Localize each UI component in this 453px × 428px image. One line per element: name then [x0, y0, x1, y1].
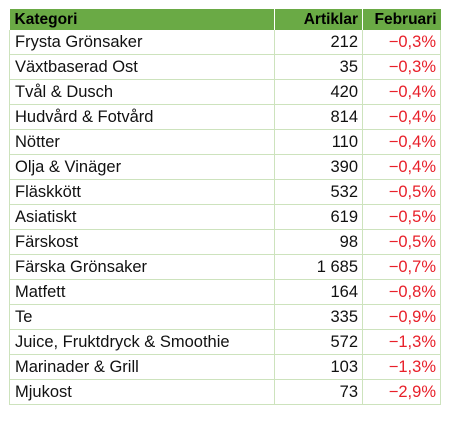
february-cell[interactable]: −0,4%	[362, 154, 441, 180]
table-row: Växtbaserad Ost 35 −0,3%	[9, 54, 441, 80]
category-cell[interactable]: Matfett	[9, 279, 275, 305]
february-cell[interactable]: −2,9%	[362, 379, 441, 405]
articles-cell[interactable]: 1 685	[274, 254, 363, 280]
articles-cell[interactable]: 98	[274, 229, 363, 255]
category-cell[interactable]: Färskost	[9, 229, 275, 255]
category-cell[interactable]: Tvål & Dusch	[9, 79, 275, 105]
table-row: Frysta Grönsaker 212 −0,3%	[9, 30, 441, 55]
february-cell[interactable]: −0,7%	[362, 254, 441, 280]
february-cell[interactable]: −0,5%	[362, 204, 441, 230]
table-row: Fläskkött 532 −0,5%	[9, 179, 441, 205]
articles-cell[interactable]: 110	[274, 129, 363, 155]
table-row: Nötter 110 −0,4%	[9, 129, 441, 155]
category-cell[interactable]: Växtbaserad Ost	[9, 54, 275, 80]
february-cell[interactable]: −0,4%	[362, 79, 441, 105]
category-cell[interactable]: Hudvård & Fotvård	[9, 104, 275, 130]
articles-cell[interactable]: 390	[274, 154, 363, 180]
february-cell[interactable]: −0,5%	[362, 179, 441, 205]
articles-cell[interactable]: 35	[274, 54, 363, 80]
category-cell[interactable]: Nötter	[9, 129, 275, 155]
table-row: Juice, Fruktdryck & Smoothie 572 −1,3%	[9, 329, 441, 355]
header-row: Kategori Artiklar Februari	[9, 9, 441, 30]
february-cell[interactable]: −0,5%	[362, 229, 441, 255]
category-cell[interactable]: Olja & Vinäger	[9, 154, 275, 180]
articles-cell[interactable]: 532	[274, 179, 363, 205]
table-row: Färskost 98 −0,5%	[9, 229, 441, 255]
table-row: Tvål & Dusch 420 −0,4%	[9, 79, 441, 105]
table-row: Asiatiskt 619 −0,5%	[9, 204, 441, 230]
header-articles[interactable]: Artiklar	[274, 9, 363, 30]
articles-cell[interactable]: 164	[274, 279, 363, 305]
articles-cell[interactable]: 103	[274, 354, 363, 380]
header-category[interactable]: Kategori	[9, 9, 275, 30]
table-row: Marinader & Grill 103 −1,3%	[9, 354, 441, 380]
february-cell[interactable]: −1,3%	[362, 329, 441, 355]
table-row: Olja & Vinäger 390 −0,4%	[9, 154, 441, 180]
february-cell[interactable]: −1,3%	[362, 354, 441, 380]
articles-cell[interactable]: 420	[274, 79, 363, 105]
february-cell[interactable]: −0,3%	[362, 30, 441, 55]
category-cell[interactable]: Asiatiskt	[9, 204, 275, 230]
table-row: Te 335 −0,9%	[9, 304, 441, 330]
table-row: Matfett 164 −0,8%	[9, 279, 441, 305]
category-cell[interactable]: Marinader & Grill	[9, 354, 275, 380]
articles-cell[interactable]: 335	[274, 304, 363, 330]
category-cell[interactable]: Te	[9, 304, 275, 330]
articles-cell[interactable]: 814	[274, 104, 363, 130]
february-cell[interactable]: −0,4%	[362, 129, 441, 155]
category-cell[interactable]: Frysta Grönsaker	[9, 30, 275, 55]
february-cell[interactable]: −0,4%	[362, 104, 441, 130]
articles-cell[interactable]: 212	[274, 30, 363, 55]
category-cell[interactable]: Juice, Fruktdryck & Smoothie	[9, 329, 275, 355]
table-row: Hudvård & Fotvård 814 −0,4%	[9, 104, 441, 130]
category-cell[interactable]: Mjukost	[9, 379, 275, 405]
articles-cell[interactable]: 572	[274, 329, 363, 355]
category-table: Kategori Artiklar Februari Frysta Grönsa…	[9, 9, 441, 405]
category-cell[interactable]: Färska Grönsaker	[9, 254, 275, 280]
table-body: Frysta Grönsaker 212 −0,3% Växtbaserad Ost 3…	[9, 30, 441, 405]
articles-cell[interactable]: 619	[274, 204, 363, 230]
category-cell[interactable]: Fläskkött	[9, 179, 275, 205]
table-row: Färska Grönsaker 1 685 −0,7%	[9, 254, 441, 280]
table-row: Mjukost 73 −2,9%	[9, 379, 441, 405]
articles-cell[interactable]: 73	[274, 379, 363, 405]
header-february[interactable]: Februari	[362, 9, 441, 30]
february-cell[interactable]: −0,8%	[362, 279, 441, 305]
february-cell[interactable]: −0,3%	[362, 54, 441, 80]
february-cell[interactable]: −0,9%	[362, 304, 441, 330]
